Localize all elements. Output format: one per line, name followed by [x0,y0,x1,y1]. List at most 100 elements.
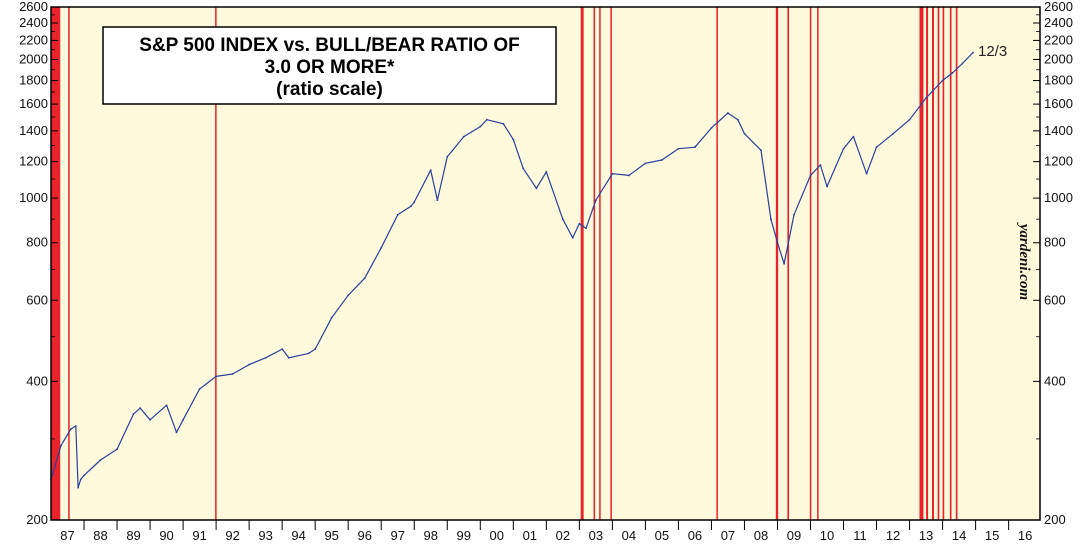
sp500-point [512,138,515,141]
sp500-point [875,146,878,149]
sp500-point [363,277,366,280]
sp500-point [77,486,79,489]
x-tick-label: 13 [919,528,933,543]
x-tick-label: 11 [853,528,867,543]
sp500-point [961,62,964,65]
sp500-point [330,316,333,319]
highlight-band-1 [68,7,70,520]
sp500-point [776,241,779,244]
x-tick-label: 08 [754,528,768,543]
y-tick-label-right: 2400 [1044,15,1073,30]
y-tick-label-right: 1800 [1044,73,1073,88]
sp500-point [826,185,828,188]
sp500-point [710,127,713,129]
sp500-point [347,294,350,297]
sp500-point [594,199,597,202]
last-date-annotation: 12/3 [978,43,1007,60]
x-tick-label: 12 [886,528,900,543]
sp500-point [83,474,85,477]
title-frame [102,26,557,105]
sp500-point [248,363,251,366]
x-tick-label: 14 [952,528,966,543]
y-tick-label-right: 1000 [1044,190,1073,205]
sp500-point [198,388,201,390]
sp500-point [561,218,564,221]
sp500-point [783,262,785,265]
sp500-point [578,222,581,225]
y-tick-label-left: 1400 [19,123,48,138]
sp500-point [535,187,538,190]
y-tick-label-left: 1800 [19,73,48,88]
x-tick-label: 92 [225,528,239,543]
y-tick-label-right: 2600 [1044,0,1073,14]
x-tick-label: 02 [556,528,570,543]
highlight-band-3 [580,7,584,520]
x-tick-label: 15 [985,528,999,543]
sp500-point [413,201,416,204]
sp500-point [892,132,894,135]
x-tick-label: 90 [159,528,173,543]
highlight-band-7 [716,7,718,520]
y-tick-label-right: 600 [1044,292,1066,307]
y-tick-label-left: 2400 [19,15,48,30]
x-tick-label: 93 [258,528,272,543]
y-tick-label-right: 400 [1044,373,1066,388]
sp500-point [139,407,142,409]
y-tick-label-right: 1200 [1044,154,1073,169]
bull-bear-highlight-bands [51,7,958,520]
x-tick-label: 94 [291,528,305,543]
sp500-point [809,174,812,177]
sp500-point [793,213,795,216]
highlight-band-14 [932,7,935,520]
y-tick-label-left: 1200 [19,154,48,169]
x-tick-label: 99 [457,528,471,543]
x-tick-label: 10 [820,528,834,543]
y-tick-label-left: 2000 [19,51,48,66]
sp500-point [175,431,178,434]
sp500-point [908,118,911,121]
y-tick-label-left: 2200 [19,32,48,47]
sp500-point [522,167,525,170]
x-tick-label: 06 [688,528,702,543]
y-tick-label-left: 400 [26,373,48,388]
y-tick-label-left: 1000 [19,190,48,205]
y-tick-label-right: 200 [1044,512,1066,527]
sp500-point [485,118,488,121]
sp500-point [149,418,151,421]
sp500-point [410,205,412,208]
sp500-point [429,169,432,172]
y-axis-right: 200 400 600 800 1000 1200 1400 1600 1800 2000 2200… [1033,0,1073,527]
highlight-band-10 [809,7,812,520]
sp500-series [50,51,974,489]
y-tick-label-left: 2600 [19,0,48,14]
highlight-band-18 [955,7,958,520]
sp500-point [661,159,663,161]
x-tick-label: 01 [523,528,537,543]
sp500-point [571,236,574,239]
sp500-point [627,174,630,177]
sp500-point [951,72,954,74]
x-tick-label: 04 [622,528,636,543]
sp500-point [769,218,772,221]
sp500-point [396,213,399,216]
plot-frame [50,6,1041,521]
highlight-band-8 [775,7,779,520]
highlight-band-6 [610,7,612,520]
sp500-point [446,155,449,158]
sp500-point [585,227,587,230]
y-tick-label-right: 1600 [1044,96,1073,111]
sp500-point [264,356,267,359]
y-tick-label-left: 200 [26,512,48,527]
sp500-point [611,172,614,175]
highlight-band-17 [949,7,952,520]
sp500-point [314,348,317,351]
sp500-point [436,199,439,202]
y-tick-label-left: 600 [26,292,48,307]
x-tick-label: 98 [424,528,438,543]
sp500-point [231,373,234,375]
sp500-point [972,51,974,54]
highlight-band-4 [593,7,596,520]
x-tick-label: 87 [60,528,74,543]
sp500-point [307,352,310,355]
